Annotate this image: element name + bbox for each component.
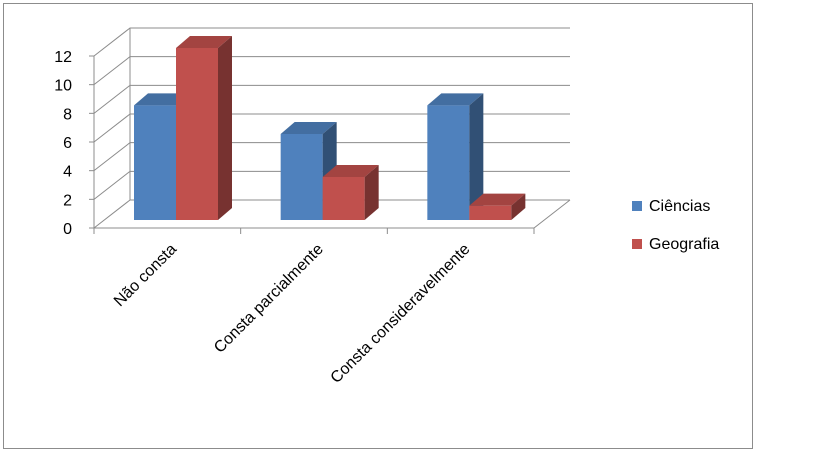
bar-top (427, 93, 484, 106)
y-tick-label: 10 (54, 78, 72, 95)
legend-swatch (632, 201, 642, 211)
bar-front (134, 105, 176, 220)
bar-Ciências-Consta consideravelmente (427, 93, 484, 220)
y-tick-label: 4 (63, 164, 72, 181)
y-axis-ticks: 0 2 4 6 8 10 12 (54, 49, 535, 238)
legend-swatch (632, 239, 642, 249)
bars (134, 36, 526, 220)
bar-top (322, 165, 379, 177)
bar-side (511, 193, 526, 220)
bar-top (280, 122, 337, 134)
y-tick-label: 0 (63, 221, 72, 238)
bar-side (469, 93, 484, 220)
bar-Geografia-Não consta (176, 36, 232, 220)
y-tick-label: 12 (54, 49, 72, 66)
gridline (93, 84, 570, 114)
gridline (93, 199, 570, 229)
bar-top (469, 193, 526, 206)
x-category-label: Não consta (111, 241, 180, 310)
legend-label: Geografia (649, 236, 719, 253)
x-category-label: Consta parcialmente (211, 241, 327, 357)
legend: Ciências Geografia (632, 198, 719, 253)
bar-front (280, 134, 323, 220)
bar-front (322, 177, 365, 220)
gridline (93, 56, 570, 86)
bar-front (427, 105, 470, 220)
bar-Geografia-Consta consideravelmente (469, 193, 526, 220)
x-axis-labels: Não consta Consta parcialmente Consta cons… (111, 241, 474, 387)
bar-Geografia-Consta parcialmente (322, 165, 379, 220)
bar-side (364, 165, 379, 220)
x-category-label: Consta consideravelmente (328, 241, 474, 387)
y-tick-label: 8 (63, 106, 72, 123)
gridlines (93, 27, 570, 229)
bar-side (218, 36, 232, 220)
gridline (93, 142, 570, 172)
bar-front (176, 48, 218, 220)
bar-front (469, 205, 512, 220)
y-tick-label: 6 (63, 135, 72, 152)
gridline (93, 113, 570, 143)
y-tick-label: 2 (63, 192, 72, 209)
gridline (93, 27, 570, 57)
legend-label: Ciências (649, 198, 710, 215)
bar-top (176, 36, 232, 48)
chart-frame (3, 3, 753, 449)
gridline (93, 170, 570, 200)
